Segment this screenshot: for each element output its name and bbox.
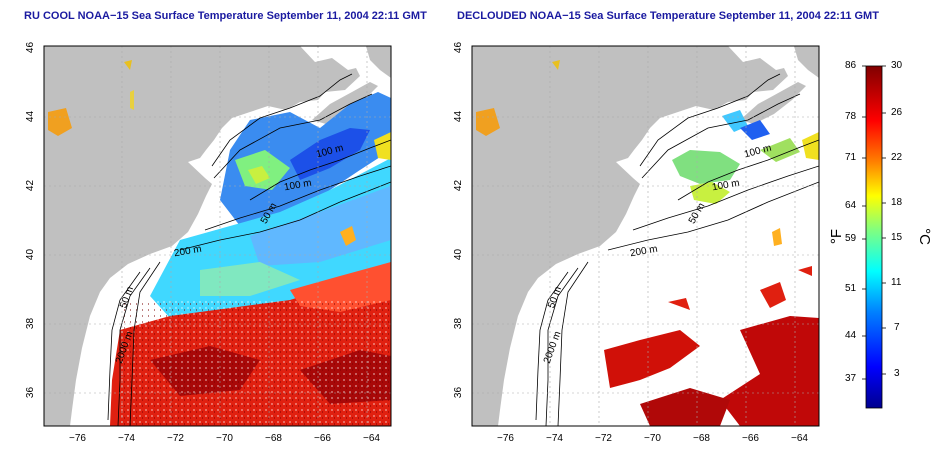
right-map — [472, 46, 819, 426]
left-axes — [43, 45, 392, 427]
right-map-frame — [471, 45, 820, 427]
right-land-nova-scotia — [740, 82, 806, 124]
left-map-frame — [43, 45, 392, 427]
left-y-tick: 42 — [25, 179, 37, 192]
right-map-title: DECLOUDED NOAA−15 Sea Surface Temperatur… — [457, 10, 879, 22]
colorbar — [865, 65, 883, 409]
right-land-northeast — [794, 46, 819, 78]
colorbar-f-label: 59 — [845, 233, 857, 244]
left-x-tick: −70 — [216, 433, 233, 444]
right-gulf-stream — [604, 330, 700, 388]
colorbar-f-label: 78 — [845, 111, 857, 122]
colorbar-c-label: 3 — [894, 368, 900, 379]
right-land — [472, 46, 788, 426]
left-x-tick: −66 — [314, 433, 331, 444]
colorbar-c-label: 15 — [891, 232, 903, 243]
colorbar-c-label: 26 — [891, 107, 903, 118]
colorbar-ticks — [862, 65, 886, 380]
colorbar-c-label: 22 — [891, 152, 903, 163]
left-land — [44, 46, 360, 426]
right-x-tick: −74 — [546, 433, 563, 444]
colorbar-c-label: 11 — [891, 277, 902, 288]
colorbar-f-label: 64 — [845, 200, 857, 211]
right-x-tick: −68 — [693, 433, 710, 444]
right-axes — [471, 45, 820, 427]
left-map-title: RU COOL NOAA−15 Sea Surface Temperature … — [24, 10, 427, 22]
left-x-tick: −74 — [118, 433, 135, 444]
colorbar-c-label: 30 — [891, 60, 903, 71]
right-y-tick: 36 — [453, 386, 465, 399]
right-y-tick: 46 — [453, 41, 465, 54]
left-y-tick: 44 — [25, 110, 37, 123]
right-x-tick: −64 — [791, 433, 808, 444]
colorbar-unit-celsius: °C — [915, 228, 933, 245]
left-x-tick: −72 — [167, 433, 184, 444]
left-y-tick: 40 — [25, 248, 37, 261]
colorbar-f-label: 37 — [845, 373, 857, 384]
right-x-tick: −72 — [595, 433, 612, 444]
left-land-nova-scotia — [312, 82, 378, 124]
colorbar-f-label: 71 — [845, 152, 857, 163]
left-y-tick: 36 — [25, 386, 37, 399]
left-map — [44, 46, 391, 426]
colorbar-c-label: 7 — [894, 322, 900, 333]
right-y-tick: 44 — [453, 110, 465, 123]
colorbar-f-label: 51 — [845, 283, 857, 294]
colorbar-f-label: 86 — [845, 60, 857, 71]
right-x-tick: −66 — [742, 433, 759, 444]
left-land-northeast — [366, 46, 391, 78]
left-x-tick: −76 — [69, 433, 86, 444]
left-y-tick: 38 — [25, 317, 37, 330]
colorbar-unit-fahrenheit: °F — [828, 228, 846, 245]
right-y-tick: 40 — [453, 248, 465, 261]
right-x-tick: −76 — [497, 433, 514, 444]
right-y-tick: 42 — [453, 179, 465, 192]
right-x-tick: −70 — [644, 433, 661, 444]
left-x-tick: −64 — [363, 433, 380, 444]
left-x-tick: −68 — [265, 433, 282, 444]
colorbar-f-label: 44 — [845, 330, 857, 341]
right-contours — [535, 73, 819, 426]
left-contours — [107, 73, 391, 426]
left-y-tick: 46 — [25, 41, 37, 54]
right-y-tick: 38 — [453, 317, 465, 330]
colorbar-c-label: 18 — [891, 197, 903, 208]
